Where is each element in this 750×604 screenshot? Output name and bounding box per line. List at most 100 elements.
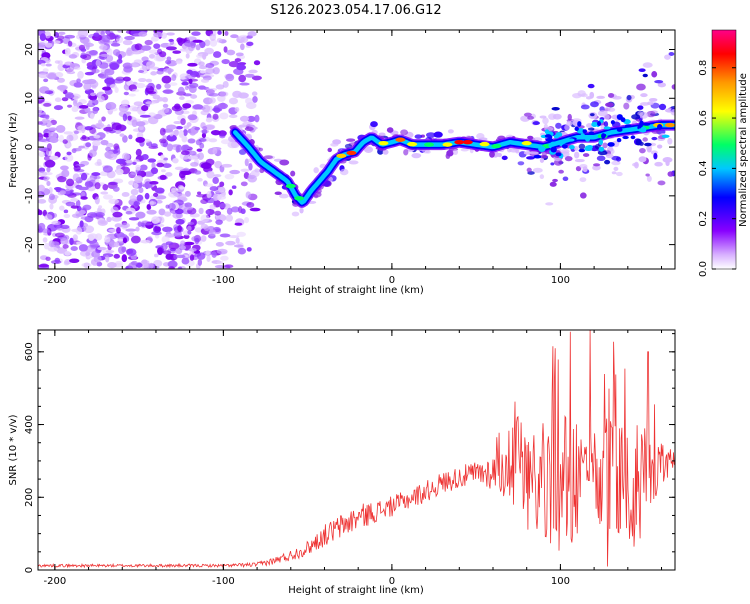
spectrogram-noise-blob <box>61 169 70 178</box>
spectrogram-noise-blob <box>234 222 243 226</box>
spectrogram-scatter-blob <box>642 73 648 78</box>
spectrogram-noise-blob <box>122 135 128 143</box>
spectrogram-noise-blob <box>63 209 69 214</box>
spectrogram-noise-blob <box>69 258 80 264</box>
spectrogram-noise-blob <box>253 60 261 66</box>
spectrogram-noise-blob <box>43 176 49 182</box>
spectrogram-noise-blob <box>159 138 167 144</box>
spectrogram-noise-blob <box>68 54 78 59</box>
spectrogram-noise-blob <box>175 254 186 259</box>
spectrogram-noise-blob <box>133 101 144 107</box>
spectrogram-noise-blob <box>94 182 101 190</box>
spectrogram-noise-blob <box>48 127 58 131</box>
spectrogram-scatter-blob <box>596 155 606 161</box>
spectrogram-noise-blob <box>89 240 99 249</box>
spectrogram-noise-blob <box>146 61 156 68</box>
spectrogram-noise-blob <box>63 213 71 219</box>
spectrogram-noise-blob <box>237 247 247 255</box>
spectrogram-noise-blob <box>242 121 253 126</box>
spectrogram-noise-blob <box>252 96 258 103</box>
spectrogram-noise-blob <box>90 92 96 97</box>
spectrogram-noise-blob <box>169 82 178 86</box>
spectrogram-noise-blob <box>46 166 51 173</box>
spectrogram-scatter-blob <box>299 207 304 214</box>
spectrogram-xtick-label: -100 <box>212 275 235 286</box>
spectrogram-noise-blob <box>83 225 95 234</box>
spectrogram-scatter-blob <box>566 120 573 127</box>
spectrogram-noise-blob <box>240 43 245 51</box>
spectrogram-noise-blob <box>64 188 71 195</box>
spectrogram-scatter-blob <box>539 157 545 163</box>
spectrogram-scatter-blob <box>589 113 595 117</box>
spectrogram-frame <box>37 29 676 270</box>
spectrogram-noise-blob <box>139 114 151 118</box>
spectrogram-scatter-blob <box>382 149 389 155</box>
spectrogram-scatter-blob <box>279 159 290 166</box>
ridge-hotspot <box>346 150 357 156</box>
spectrogram-noise-blob <box>49 203 54 210</box>
spectrogram-noise-blob <box>219 134 226 139</box>
spectrogram-noise-blob <box>214 265 226 269</box>
spectrogram-noise-blob <box>122 76 131 82</box>
spectrogram-noise-blob <box>137 221 142 228</box>
spectrogram-scatter-blob <box>370 121 378 128</box>
spectrogram-speck <box>561 144 568 149</box>
spectrogram-noise-blob <box>177 86 185 95</box>
spectrogram-noise-blob <box>181 81 189 86</box>
spectrogram-scatter-blob <box>586 123 593 128</box>
spectrogram-noise-blob <box>184 40 195 47</box>
spectrogram-scatter-blob <box>425 150 431 154</box>
spectrogram-noise-blob <box>42 68 49 73</box>
spectrogram-noise-blob <box>176 193 187 200</box>
spectrogram-noise-blob <box>118 54 123 61</box>
spectrogram-noise-blob <box>154 187 165 194</box>
spectrogram-noise-blob <box>144 39 153 46</box>
spectrogram-noise-blob <box>43 102 52 107</box>
spectrogram-scatter-blob <box>634 161 639 169</box>
spectrogram-noise-blob <box>58 134 64 143</box>
spectrogram-noise-blob <box>97 219 108 226</box>
spectrogram-noise-blob <box>157 216 165 224</box>
spectrogram-scatter-blob <box>501 155 508 161</box>
ridge-hotspot <box>285 183 296 189</box>
spectrogram-noise-blob <box>156 97 164 102</box>
spectrogram-noise-blob <box>156 199 163 204</box>
spectrogram-noise-blob <box>159 51 167 58</box>
ridge-hotspot <box>407 141 418 147</box>
spectrogram-noise-blob <box>205 250 211 256</box>
spectrogram-scatter-blob <box>567 113 572 121</box>
spectrogram-noise-blob <box>93 32 100 37</box>
snr-marks <box>38 330 675 569</box>
spectrogram-speck <box>624 124 632 128</box>
spectrogram-noise-blob <box>166 32 175 36</box>
spectrogram-noise-blob <box>130 235 141 244</box>
spectrogram-noise-blob <box>38 43 45 51</box>
spectrogram-noise-blob <box>192 39 203 43</box>
spectrogram-scatter-blob <box>644 142 652 147</box>
spectrogram-noise-blob <box>128 217 140 221</box>
spectrogram-scatter-blob <box>230 141 240 149</box>
spectrogram-noise-blob <box>64 154 74 162</box>
spectrogram-noise-blob <box>62 139 68 144</box>
spectrogram-noise-blob <box>135 164 141 171</box>
ridge-hotspot <box>491 143 502 149</box>
spectrogram-noise-blob <box>165 241 174 246</box>
spectrogram-noise-blob <box>204 124 216 130</box>
spectrogram-scatter-blob <box>578 143 586 150</box>
spectrogram-scatter-blob <box>657 82 666 88</box>
spectrogram-noise-blob <box>93 134 101 139</box>
spectrogram-noise-blob <box>119 133 125 137</box>
spectrogram-noise-blob <box>161 169 166 173</box>
spectrogram-scatter-blob <box>523 112 532 117</box>
spectrogram-noise-blob <box>162 107 170 114</box>
spectrogram-noise-blob <box>131 119 138 128</box>
spectrogram-noise-blob <box>173 231 182 238</box>
spectrogram-noise-blob <box>128 93 136 97</box>
spectrogram-noise-blob <box>55 124 66 133</box>
spectrogram-speck <box>545 138 554 142</box>
spectrogram-noise-blob <box>79 250 91 257</box>
spectrogram-noise-blob <box>156 83 162 90</box>
spectrogram-noise-blob <box>215 84 225 90</box>
spectrogram-noise-blob <box>102 194 114 200</box>
spectrogram-noise-blob <box>80 196 88 200</box>
